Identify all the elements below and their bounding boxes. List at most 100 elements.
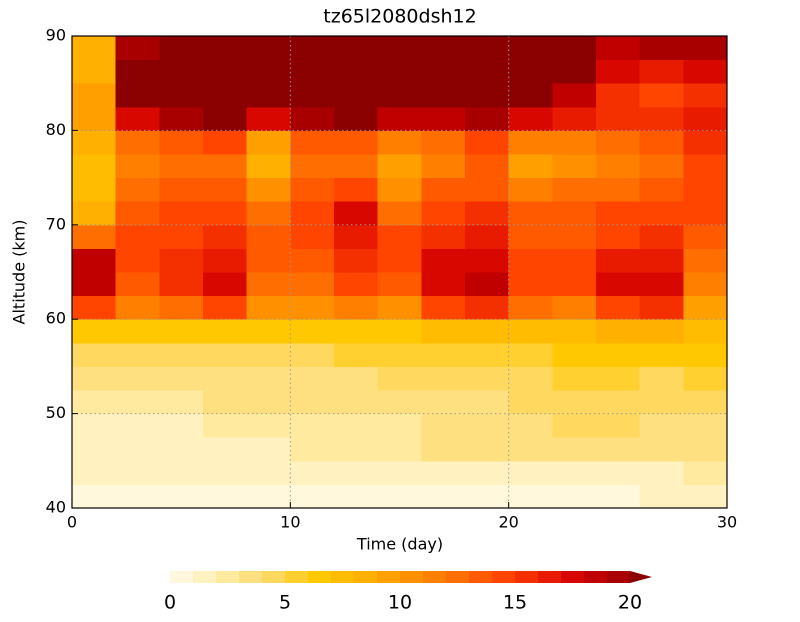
cell: [72, 295, 117, 320]
cell: [508, 366, 553, 391]
cell: [683, 106, 728, 131]
colorbar-box: [239, 571, 263, 583]
cell: [421, 319, 466, 344]
cell: [683, 484, 728, 509]
cell: [115, 272, 160, 297]
cell: [639, 36, 684, 61]
cell: [159, 36, 204, 61]
cell: [596, 295, 641, 320]
cell: [334, 59, 379, 84]
cell: [508, 83, 553, 108]
cell: [159, 342, 204, 367]
cell: [115, 319, 160, 344]
cell: [203, 224, 248, 249]
cell: [421, 248, 466, 273]
cell: [72, 437, 117, 462]
cell: [377, 460, 422, 485]
cell: [508, 177, 553, 202]
cell: [115, 342, 160, 367]
cell: [115, 154, 160, 179]
cell: [596, 224, 641, 249]
cell: [290, 366, 335, 391]
cell: [639, 484, 684, 509]
colorbar-tick-label: 0: [164, 592, 176, 614]
cell: [115, 130, 160, 155]
cell: [421, 366, 466, 391]
cell: [203, 154, 248, 179]
cell: [508, 390, 553, 415]
cell: [683, 83, 728, 108]
y-tick-label: 60: [46, 309, 66, 328]
cell: [377, 366, 422, 391]
cell: [203, 177, 248, 202]
cell: [72, 106, 117, 131]
cell: [421, 437, 466, 462]
cell: [159, 201, 204, 226]
cell: [596, 484, 641, 509]
cell: [639, 130, 684, 155]
cell: [203, 295, 248, 320]
cell: [290, 224, 335, 249]
cell: [421, 59, 466, 84]
cell: [290, 319, 335, 344]
cell: [246, 413, 291, 438]
cell: [246, 460, 291, 485]
cell: [508, 295, 553, 320]
cell: [377, 437, 422, 462]
cell: [159, 484, 204, 509]
cell: [246, 177, 291, 202]
cell: [639, 319, 684, 344]
colorbar-box: [607, 571, 631, 583]
plot-frame: [71, 35, 728, 509]
cell: [159, 295, 204, 320]
cell: [421, 342, 466, 367]
cell: [290, 248, 335, 273]
cell: [203, 106, 248, 131]
cell: [203, 460, 248, 485]
cell: [596, 437, 641, 462]
y-tick-label: 90: [46, 26, 66, 45]
cell: [290, 460, 335, 485]
x-axis-label: Time (day): [356, 535, 443, 554]
cell: [72, 342, 117, 367]
cell: [377, 272, 422, 297]
cell: [115, 201, 160, 226]
cell: [115, 248, 160, 273]
cell: [552, 201, 597, 226]
cell: [552, 295, 597, 320]
cell: [159, 130, 204, 155]
cell: [72, 319, 117, 344]
colorbar-box: [538, 571, 562, 583]
cell: [508, 248, 553, 273]
cell: [552, 366, 597, 391]
cell: [290, 201, 335, 226]
colorbar-tick-label: 20: [618, 592, 642, 614]
cell: [246, 295, 291, 320]
cell: [72, 36, 117, 61]
cell: [246, 390, 291, 415]
cell: [246, 342, 291, 367]
cell: [596, 154, 641, 179]
cell: [203, 248, 248, 273]
cell: [639, 154, 684, 179]
cell: [639, 177, 684, 202]
cell: [552, 130, 597, 155]
cell: [639, 413, 684, 438]
cell: [683, 413, 728, 438]
cell: [683, 177, 728, 202]
cell: [115, 59, 160, 84]
cell: [159, 319, 204, 344]
cell: [465, 460, 510, 485]
cell: [159, 437, 204, 462]
cell: [290, 59, 335, 84]
cell: [377, 248, 422, 273]
cell: [639, 106, 684, 131]
cell: [508, 106, 553, 131]
cell: [159, 366, 204, 391]
x-tick-label: 30: [717, 513, 737, 532]
cell: [552, 484, 597, 509]
cell: [508, 36, 553, 61]
cell: [290, 83, 335, 108]
cell: [421, 177, 466, 202]
cell: [596, 413, 641, 438]
